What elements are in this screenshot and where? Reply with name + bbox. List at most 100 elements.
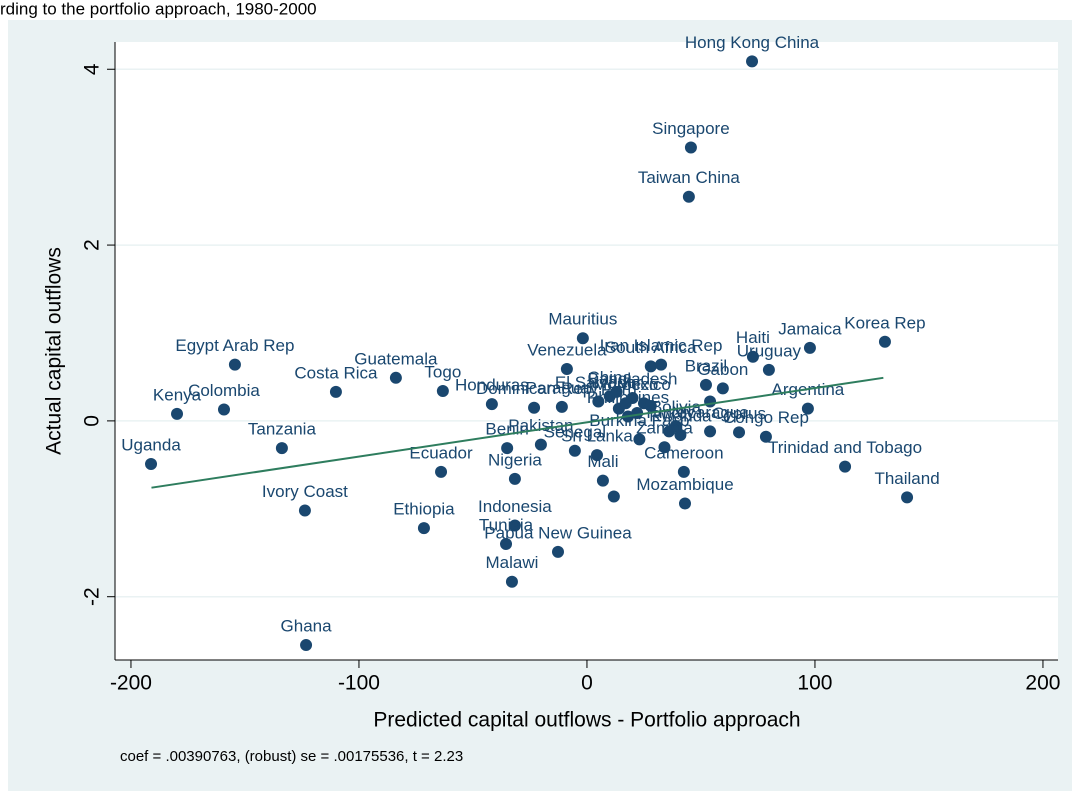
point-label: Taiwan China xyxy=(638,168,741,187)
point xyxy=(329,385,342,398)
point-label: Cameroon xyxy=(644,443,723,462)
point xyxy=(644,360,657,373)
point xyxy=(534,438,547,451)
point xyxy=(275,442,288,455)
x-tick-label: 100 xyxy=(797,672,832,695)
point-label: Haiti xyxy=(736,328,770,347)
point xyxy=(655,358,668,371)
point xyxy=(762,363,775,376)
point xyxy=(716,382,729,395)
point-label: Ghana xyxy=(281,617,333,636)
x-tick-label: 0 xyxy=(581,672,593,695)
point xyxy=(759,430,772,443)
point-label: Thailand xyxy=(874,469,939,488)
point xyxy=(901,491,914,504)
point-label: China xyxy=(588,368,633,387)
point-label: Mexico xyxy=(617,375,671,394)
point xyxy=(217,403,230,416)
point-label: Gabon xyxy=(697,360,748,379)
point-label: Nigeria xyxy=(488,450,542,469)
y-tick-label: 2 xyxy=(81,239,104,251)
point-label: Malawi xyxy=(485,553,538,572)
note: coef = .00390763, (robust) se = .0017553… xyxy=(120,748,463,765)
marks: Hong Kong China Singapore Taiwan China Maur… xyxy=(121,33,940,652)
point xyxy=(417,522,430,535)
y-tick-label: 0 xyxy=(81,415,104,427)
y-tick-label: -2 xyxy=(81,587,104,606)
point-label: Paraguay xyxy=(525,378,598,397)
fit-line xyxy=(151,376,884,489)
point xyxy=(528,401,541,414)
point-label: Togo xyxy=(424,362,461,381)
point xyxy=(436,384,449,397)
point xyxy=(228,358,241,371)
point-label: Mozambique xyxy=(636,475,733,494)
point xyxy=(746,55,759,68)
point xyxy=(684,141,697,154)
point-label: Korea Rep xyxy=(844,313,925,332)
point xyxy=(552,545,565,558)
point xyxy=(633,433,646,446)
y-tick-label: 4 xyxy=(81,63,104,75)
point-label: Zambia xyxy=(636,419,693,438)
point-label: Bolivia xyxy=(651,398,702,417)
y-axis-title: Actual capital outflows xyxy=(43,247,66,455)
point-label: Ecuador xyxy=(409,443,473,462)
point xyxy=(746,350,759,363)
point-label: Congo Rep xyxy=(723,408,809,427)
point xyxy=(555,400,568,413)
point-label: Sri Lanka xyxy=(561,427,633,446)
point-label: Tanzania xyxy=(248,420,317,439)
point xyxy=(590,449,603,462)
point xyxy=(145,457,158,470)
point xyxy=(658,441,671,454)
point-label: Dominican Rep xyxy=(476,379,592,398)
point xyxy=(619,397,632,410)
point xyxy=(592,395,605,408)
point xyxy=(508,472,521,485)
point-label: Ivory Coast xyxy=(262,482,348,501)
point-label: Uganda xyxy=(121,435,181,454)
point xyxy=(501,442,514,455)
point-label: Egypt Arab Rep xyxy=(175,336,294,355)
point xyxy=(171,407,184,420)
chart-title: rding to the portfolio approach, 1980-20… xyxy=(0,0,317,18)
point xyxy=(674,428,687,441)
point-label: Venezuela xyxy=(527,341,607,360)
point xyxy=(596,474,609,487)
point-label: South Africa xyxy=(605,338,697,357)
point-label: Iran Islamic Rep xyxy=(600,336,723,355)
x-tick-label: -100 xyxy=(338,672,380,695)
point xyxy=(839,460,852,473)
point xyxy=(610,385,623,398)
point xyxy=(704,425,717,438)
plot-area xyxy=(115,42,1058,660)
point xyxy=(644,399,657,412)
point-label: Indonesia xyxy=(478,497,552,516)
point xyxy=(560,363,573,376)
point xyxy=(576,332,589,345)
point xyxy=(389,371,402,384)
point-label: Tunisia xyxy=(479,515,534,534)
point xyxy=(500,537,513,550)
point-label: Honduras xyxy=(455,376,529,395)
point xyxy=(300,639,313,652)
point-label: Bangladesh xyxy=(588,370,678,389)
point xyxy=(298,504,311,517)
point xyxy=(435,465,448,478)
point-label: Jamaica xyxy=(778,319,842,338)
point-label: Guatemala xyxy=(354,349,438,368)
point-label: Kenya xyxy=(153,385,202,404)
point-label: Benin xyxy=(485,420,528,439)
point-label: Pakistan xyxy=(508,416,573,435)
point-label: Uruguay xyxy=(737,341,802,360)
point xyxy=(663,425,676,438)
point-label: Morocco xyxy=(593,375,658,394)
point-label: Singapore xyxy=(652,119,730,138)
point-label: Ethiopia xyxy=(393,500,455,519)
point-label: Papua New Guinea xyxy=(484,523,632,542)
point-label: Mali xyxy=(587,452,618,471)
point xyxy=(677,465,690,478)
point xyxy=(678,497,691,510)
point xyxy=(801,402,814,415)
